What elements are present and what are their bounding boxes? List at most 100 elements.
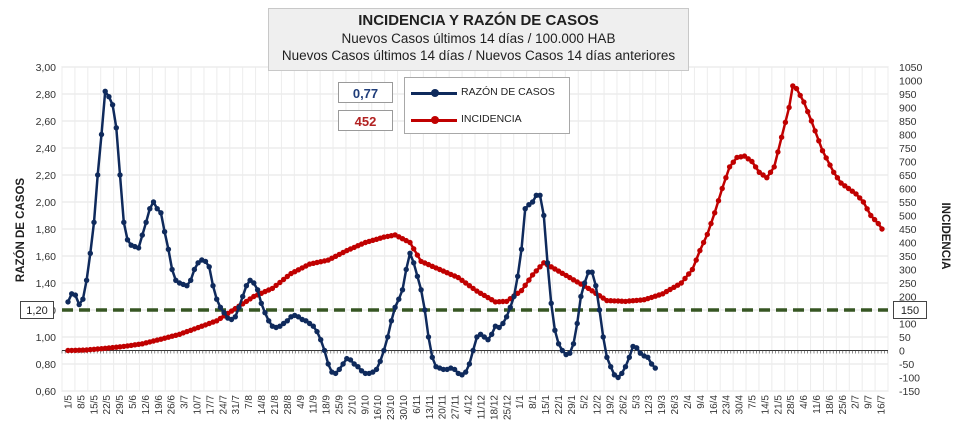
incidencia-point [411,246,417,252]
razon-point [500,320,506,327]
incidencia-point [868,212,874,219]
y-right-tick-label: 750 [899,143,917,155]
y-right-tick-label: 350 [899,251,917,263]
razon-point [511,293,517,300]
razon-point [507,304,513,310]
razon-point [440,366,447,373]
x-tick-label: 15/5 [89,395,100,415]
razon-point [466,361,473,367]
razon-point [496,324,502,331]
chart-subtitle-incidence: Nuevos Casos últimos 14 días / 100.000 H… [341,31,616,46]
razon-point [95,172,101,178]
razon-point [355,364,361,370]
razon-point [518,246,525,252]
razon-point [414,273,421,279]
razon-point [221,310,227,316]
razon-point [615,374,621,381]
incidencia-point [492,299,499,305]
incidencia-point [470,285,476,292]
razon-point [522,206,528,212]
razon-point [559,347,565,354]
razon-point [65,299,71,305]
y-left-tick-label: 3,00 [36,62,57,74]
razon-point [247,277,253,283]
x-tick-label: 16/4 [709,395,720,415]
razon-point [477,331,484,337]
razon-point [106,94,112,100]
x-tick-label: 2/4 [683,395,694,409]
x-tick-label: 13/11 [425,395,436,420]
x-tick-label: 1/1 [515,395,526,409]
x-tick-label: 25/9 [334,395,345,415]
incidencia-point [879,226,885,232]
x-tick-label: 12/3 [644,395,655,415]
razon-line [66,90,657,379]
razon-point [407,250,413,256]
y-axis-right: 1050100095090085080075070065060055050045… [899,62,923,398]
x-tick-label: 23/10 [386,395,397,420]
x-tick-label: 27/11 [451,395,462,420]
razon-point [98,131,105,138]
razon-point [589,269,595,275]
x-tick-label: 12/6 [141,395,152,415]
incidencia-point [875,220,881,227]
razon-point [325,361,331,367]
legend-label-ratio: RAZÓN DE CASOS [461,86,555,98]
x-tick-label: 11/9 [309,395,320,414]
razon-point [173,277,179,283]
x-tick-label: 5/2 [580,395,591,409]
razon-point [214,296,220,302]
incidencia-point [503,298,510,305]
y-right-tick-label: 950 [899,89,917,101]
razon-point [210,283,216,289]
razon-point [336,366,342,373]
razon-point [318,337,324,343]
x-tick-label: 18/6 [825,395,836,415]
y-left-tick-label: 0,80 [36,359,57,371]
legend: RAZÓN DE CASOS INCIDENCIA [404,77,570,134]
y-left-tick-label: 2,20 [36,170,57,182]
razon-point [347,357,354,363]
series-razon-de-casos [65,88,658,381]
incidencia-point [741,153,748,159]
incidencia-point [723,175,729,181]
incidencia-point [72,347,79,353]
x-tick-label: 18/12 [489,395,500,420]
chart-title: INCIDENCIA Y RAZÓN DE CASOS [358,12,599,29]
razon-point [585,269,592,275]
incidencia-point [764,175,770,181]
incidencia-point [752,164,759,170]
razon-point [373,366,380,373]
x-tick-label: 30/4 [735,395,746,415]
razon-point [451,366,458,373]
y-right-tick-label: -50 [899,359,914,371]
razon-point [121,219,127,225]
razon-point [377,358,383,364]
x-tick-label: 12/2 [593,395,604,415]
y-right-tick-label: 450 [899,224,917,236]
incidencia-point [745,156,751,162]
razon-point [381,347,387,354]
incidencia-point [280,276,287,283]
x-tick-label: 5/6 [128,395,139,409]
razon-point [637,350,644,356]
razon-point [277,323,283,329]
razon-point [481,334,487,340]
y-axis-left-title: RAZÓN DE CASOS [15,177,27,283]
razon-point [537,192,543,198]
legend-item-ratio: RAZÓN DE CASOS [411,86,567,100]
razon-point [474,334,480,340]
y-right-tick-label: 1050 [899,62,923,74]
incidencia-point [726,164,733,170]
series-incidencia [65,83,885,354]
razon-point [135,245,142,251]
razon-point [124,237,131,243]
incidencia-point [831,169,837,175]
y-right-tick-label: -100 [899,373,920,385]
x-tick-label: 15/1 [541,395,552,415]
x-tick-label: 19/2 [606,395,617,415]
y-right-tick-label: 900 [899,103,917,115]
razon-point [254,287,261,293]
x-tick-label: 18/9 [322,395,333,415]
x-tick-label: 20/11 [438,395,449,420]
